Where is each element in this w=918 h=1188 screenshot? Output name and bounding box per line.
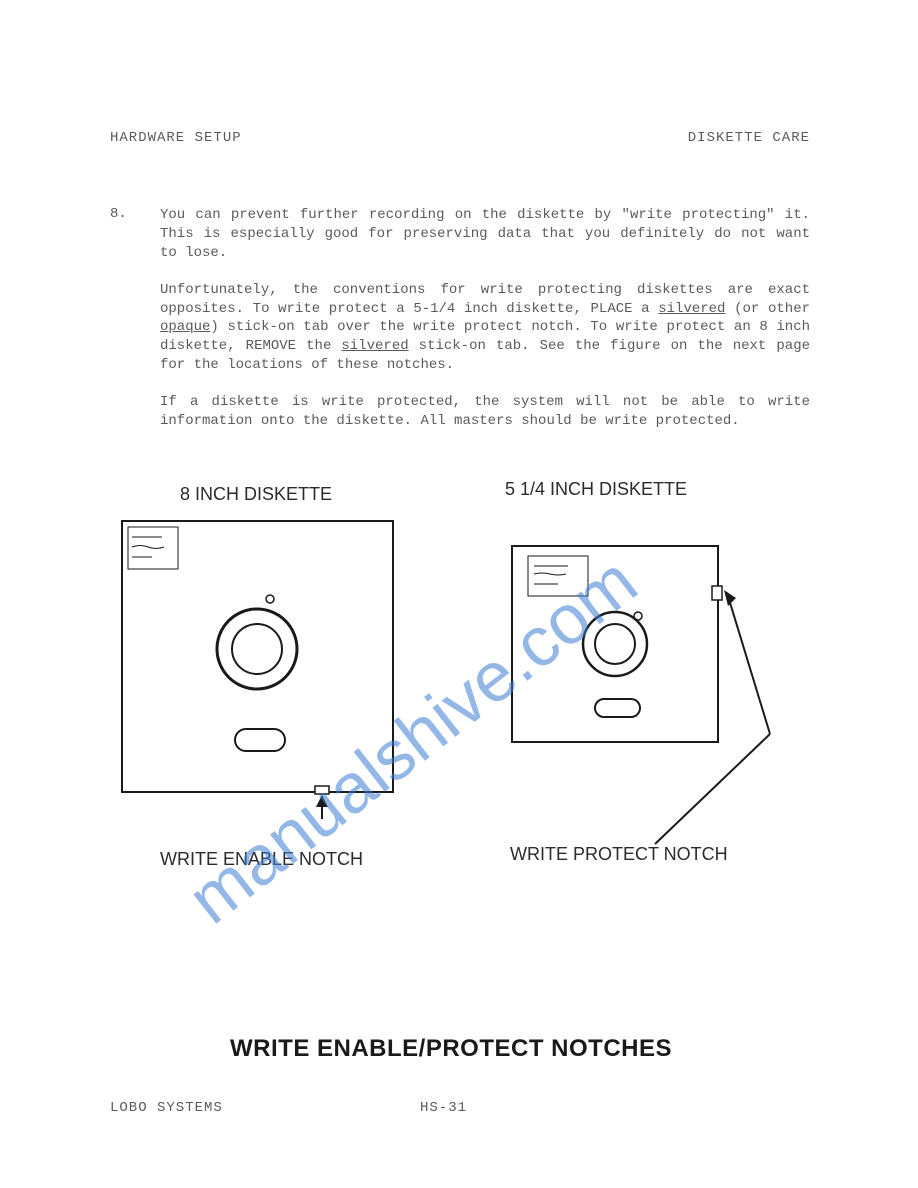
page-content: HARDWARE SETUP DISKETTE CARE 8. You can … xyxy=(110,130,810,899)
diskette-8inch-icon xyxy=(120,519,395,824)
paragraph: Unfortunately, the conventions for write… xyxy=(160,281,810,375)
paragraph: You can prevent further recording on the… xyxy=(160,206,810,263)
label-8inch: 8 INCH DISKETTE xyxy=(180,484,332,505)
item-number: 8. xyxy=(110,206,160,449)
header-right: DISKETTE CARE xyxy=(688,130,810,146)
diskette-figure: 8 INCH DISKETTE 5 1/4 INCH DISKETTE xyxy=(110,479,810,899)
list-item: 8. You can prevent further recording on … xyxy=(110,206,810,449)
footer-page-number: HS-31 xyxy=(420,1100,467,1116)
body-paragraphs: You can prevent further recording on the… xyxy=(160,206,810,449)
label-5inch: 5 1/4 INCH DISKETTE xyxy=(505,479,687,500)
diskette-5inch-icon xyxy=(510,544,810,864)
paragraph: If a diskette is write protected, the sy… xyxy=(160,393,810,431)
label-write-protect: WRITE PROTECT NOTCH xyxy=(510,844,728,865)
page-header: HARDWARE SETUP DISKETTE CARE xyxy=(110,130,810,146)
header-left: HARDWARE SETUP xyxy=(110,130,242,146)
label-write-enable: WRITE ENABLE NOTCH xyxy=(160,849,363,870)
footer-left: LOBO SYSTEMS xyxy=(110,1100,223,1116)
figure-main-title: WRITE ENABLE/PROTECT NOTCHES xyxy=(230,1035,672,1063)
